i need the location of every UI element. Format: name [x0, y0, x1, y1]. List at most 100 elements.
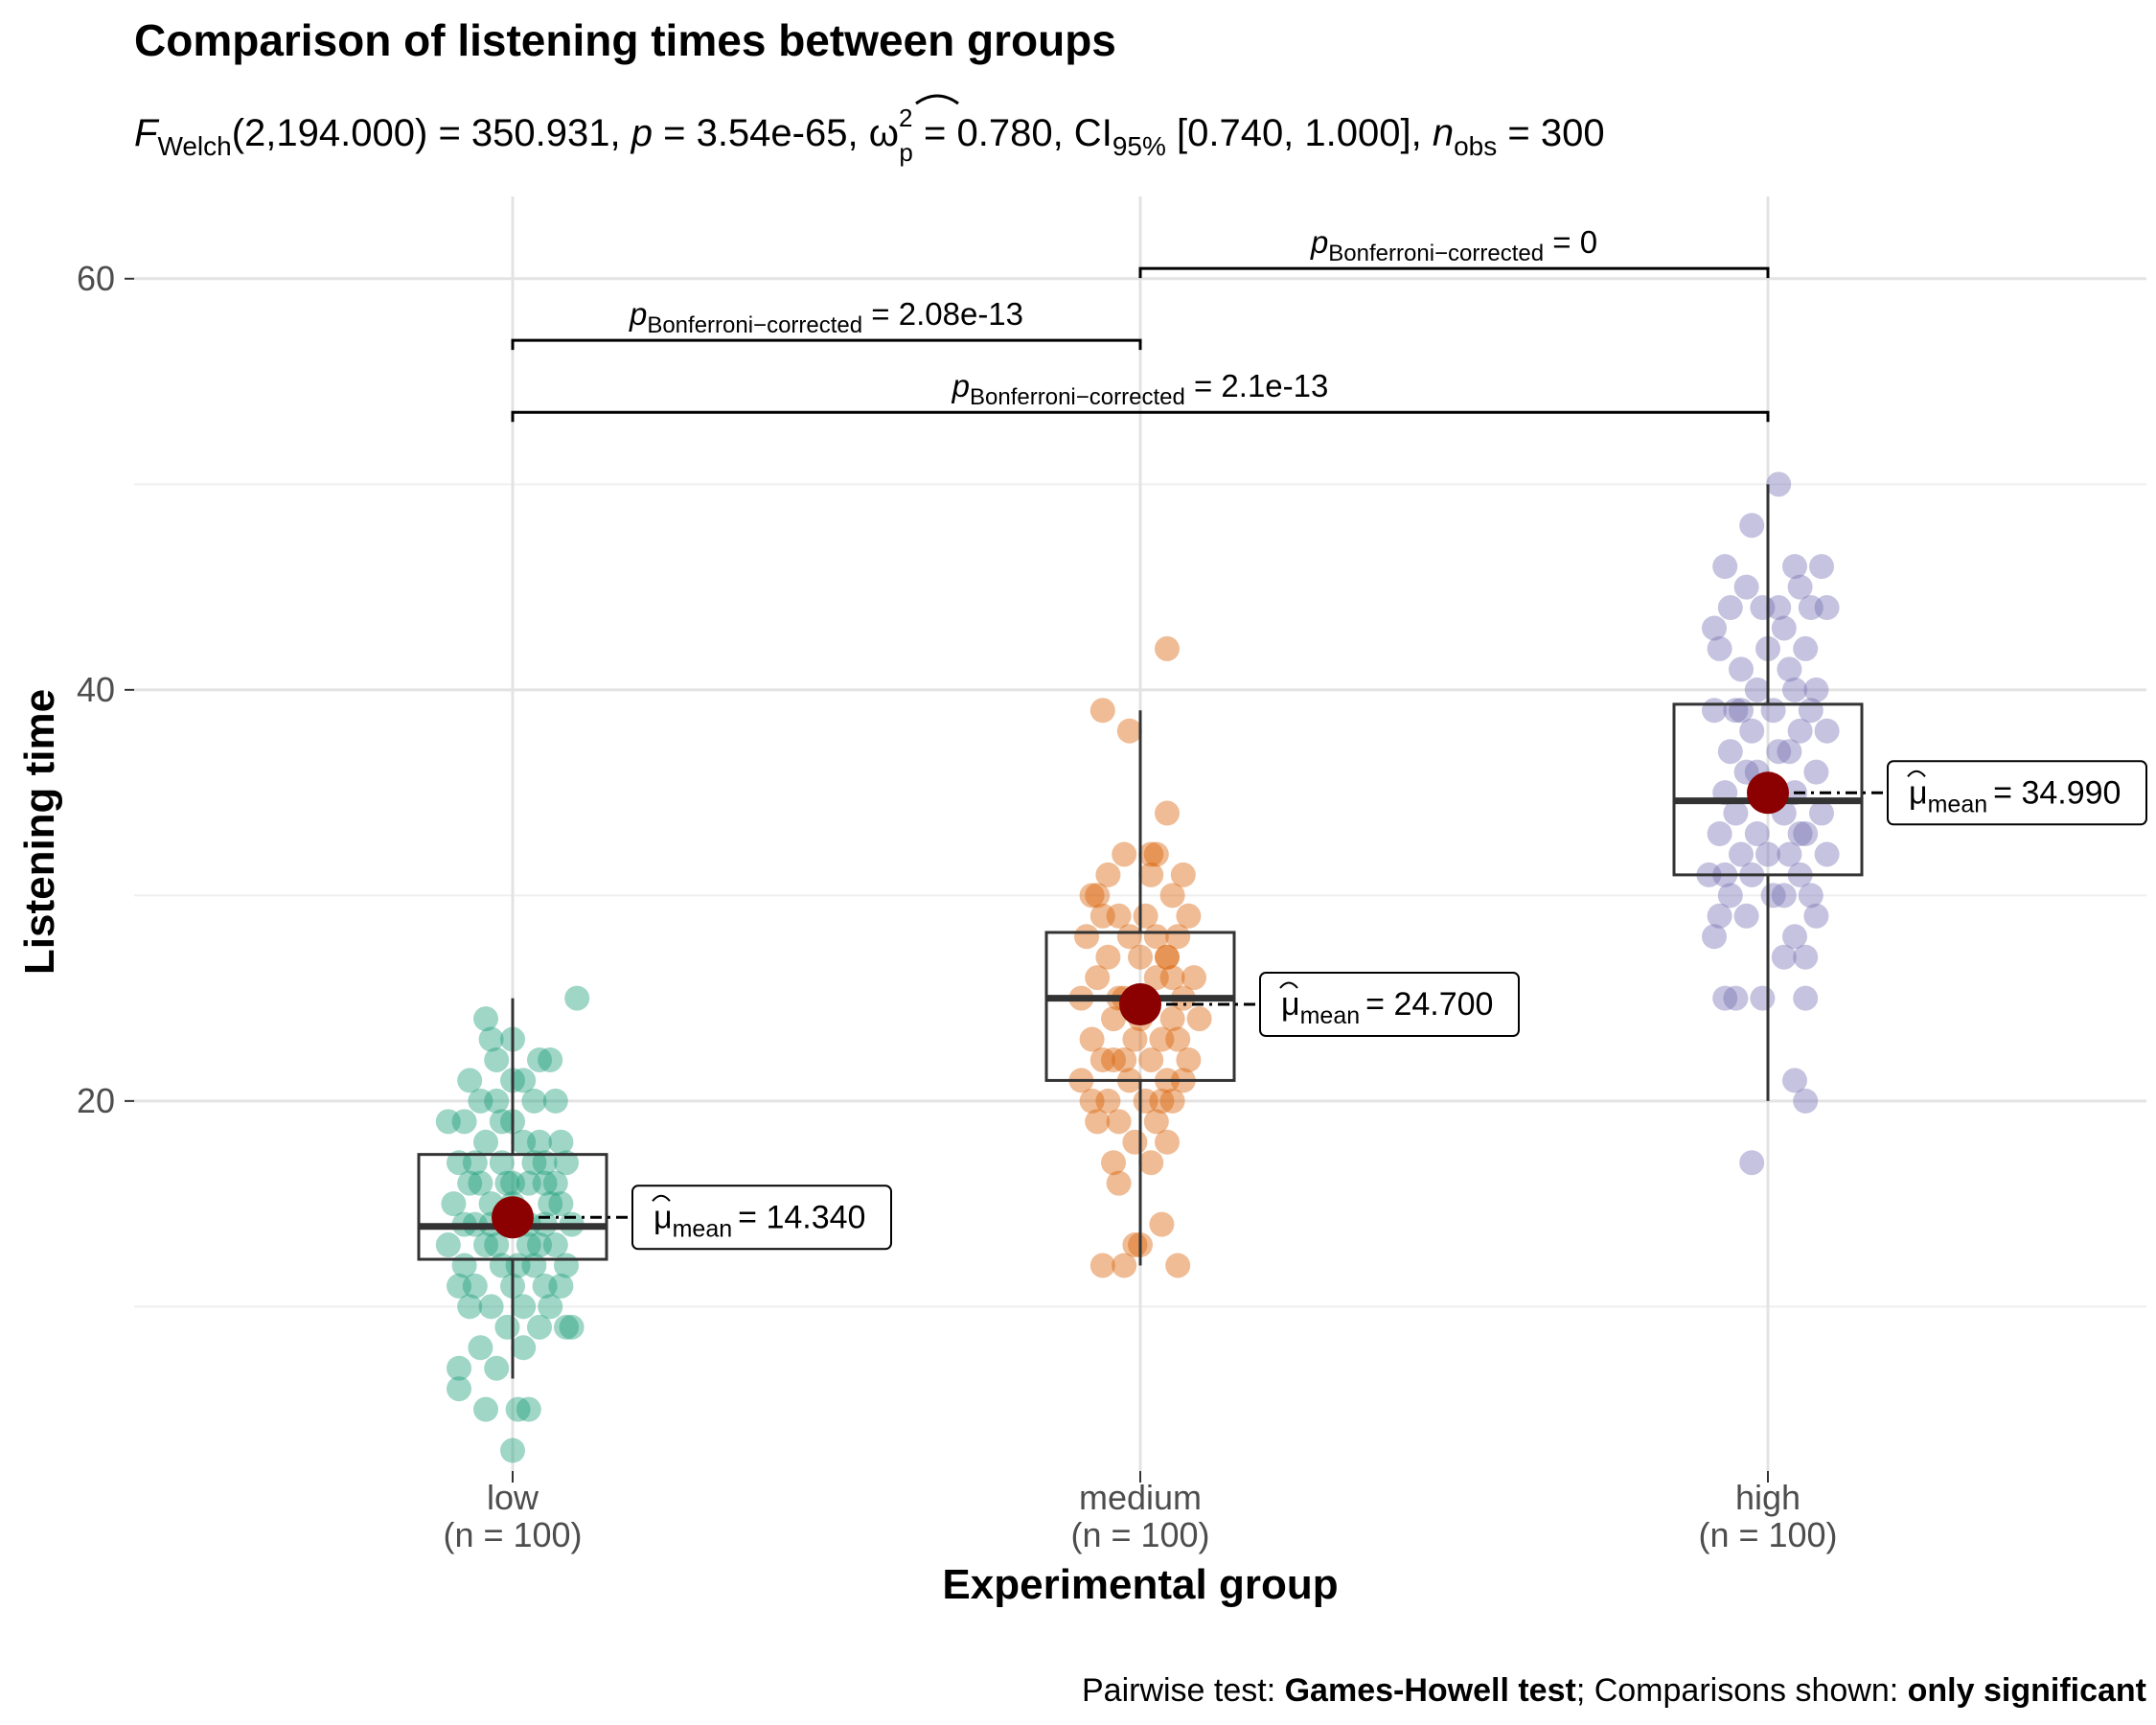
data-point-medium — [1095, 1088, 1121, 1114]
data-point-medium — [1106, 1170, 1132, 1196]
data-point-medium — [1085, 965, 1111, 991]
data-point-medium — [1149, 1211, 1175, 1237]
data-point-medium — [1159, 965, 1185, 991]
data-point-low — [484, 1355, 510, 1381]
data-point-medium — [1143, 1109, 1169, 1135]
x-axis: low(n = 100)medium(n = 100)high(n = 100) — [443, 1471, 1838, 1554]
data-point-low — [505, 1396, 531, 1422]
data-point-low — [447, 1376, 471, 1402]
data-point-medium — [1155, 944, 1180, 970]
data-point-medium — [1101, 1150, 1126, 1176]
data-point-high — [1798, 883, 1823, 908]
subtitle-p-text: = 3.54e-65, — [653, 112, 869, 154]
data-point-high — [1793, 821, 1819, 846]
data-point-high — [1702, 615, 1727, 641]
caption-prefix: Pairwise test: — [1082, 1672, 1285, 1709]
data-point-high — [1793, 985, 1819, 1011]
chart-subtitle: FWelch(2,194.000) = 350.931, p = 3.54e-6… — [134, 104, 1605, 167]
data-point-high — [1723, 985, 1749, 1011]
comparison-label-1: pBonferroni−corrected = 2.1e-13 — [952, 368, 1329, 410]
data-point-high — [1717, 883, 1743, 908]
data-point-high — [1793, 1088, 1819, 1114]
data-point-medium — [1143, 841, 1169, 867]
data-point-medium — [1074, 924, 1099, 950]
y-axis: 20 40 60 — [77, 259, 134, 1120]
mean-label-box-low — [631, 1184, 892, 1251]
data-point-low — [532, 1150, 558, 1176]
data-point-medium — [1079, 883, 1105, 908]
data-point-low — [468, 1170, 493, 1196]
data-point-medium — [1079, 1026, 1105, 1052]
data-point-high — [1707, 635, 1732, 661]
data-point-low — [521, 1150, 547, 1176]
data-point-medium — [1128, 944, 1153, 970]
data-point-medium — [1106, 903, 1132, 929]
data-point-low — [457, 1170, 483, 1196]
data-point-medium — [1155, 944, 1180, 970]
subtitle-effect-sub: p — [899, 138, 912, 167]
data-point-high — [1702, 924, 1727, 950]
x-tick-label-medium: medium — [1079, 1478, 1202, 1517]
subtitle-stat-args: (2,194.000) = 350.931, — [232, 112, 631, 154]
data-point-high — [1771, 883, 1797, 908]
pairwise-comparisons: pBonferroni−corrected = 2.08e-13 pBonferr… — [511, 224, 1770, 423]
data-point-high — [1744, 677, 1770, 702]
data-point-low — [435, 1232, 461, 1258]
comparison-bracket-1 — [511, 410, 1770, 423]
data-point-high — [1702, 698, 1727, 724]
data-point-medium — [1089, 1253, 1115, 1278]
data-point-low — [564, 985, 590, 1011]
data-point-high — [1733, 574, 1759, 600]
comparison-bracket-2 — [1138, 266, 1770, 279]
data-point-low — [516, 1170, 541, 1196]
data-point-medium — [1138, 841, 1164, 867]
y-tick-label: 60 — [77, 259, 115, 298]
data-point-low — [484, 1232, 510, 1258]
subtitle-p-name: p — [631, 112, 653, 154]
x-tick-label-n-high: (n = 100) — [1698, 1515, 1837, 1554]
subtitle-n-text: = 300 — [1497, 112, 1604, 154]
mean-label-medium: μmean = 24.700 — [1281, 986, 1493, 1029]
data-point-low — [473, 1396, 498, 1422]
data-point-low — [542, 1088, 568, 1114]
x-tick-label-n-low: (n = 100) — [443, 1515, 582, 1554]
data-point-high — [1793, 944, 1819, 970]
data-point-low — [473, 1006, 498, 1032]
data-point-medium — [1181, 965, 1206, 991]
data-point-high — [1729, 698, 1754, 724]
mean-label-box-high — [1887, 760, 2147, 826]
comparison-label-0: pBonferroni−corrected = 2.08e-13 — [629, 296, 1023, 338]
data-point-high — [1766, 472, 1792, 497]
data-point-medium — [1143, 965, 1169, 991]
data-point-high — [1814, 718, 1840, 744]
data-point-high — [1803, 903, 1829, 929]
x-tick-label-high: high — [1735, 1478, 1800, 1517]
data-point-medium — [1079, 1088, 1105, 1114]
data-point-high — [1739, 718, 1765, 744]
data-point-medium — [1089, 903, 1115, 929]
data-point-medium — [1112, 1253, 1137, 1278]
data-point-low — [542, 1232, 568, 1258]
data-point-low — [457, 1294, 483, 1320]
data-point-high — [1750, 985, 1776, 1011]
data-point-low — [527, 1232, 552, 1258]
data-point-low — [451, 1109, 477, 1135]
data-point-medium — [1089, 1046, 1115, 1072]
data-point-low — [447, 1355, 471, 1381]
data-point-high — [1798, 595, 1823, 621]
subtitle-effect-symbol: ω — [869, 112, 899, 154]
data-point-low — [511, 1129, 537, 1155]
data-point-low — [532, 1273, 558, 1299]
box-low — [417, 1153, 608, 1261]
data-point-medium — [1089, 698, 1115, 724]
chart-title: Comparison of listening times between gr… — [134, 15, 1116, 65]
data-point-high — [1766, 739, 1792, 765]
data-point-high — [1707, 903, 1732, 929]
data-point-high — [1787, 574, 1813, 600]
data-point-low — [548, 1129, 574, 1155]
data-point-medium — [1170, 862, 1196, 887]
data-point-low — [468, 1088, 493, 1114]
data-point-low — [511, 1068, 537, 1093]
data-point-medium — [1159, 1006, 1185, 1032]
data-point-low — [554, 1150, 579, 1176]
